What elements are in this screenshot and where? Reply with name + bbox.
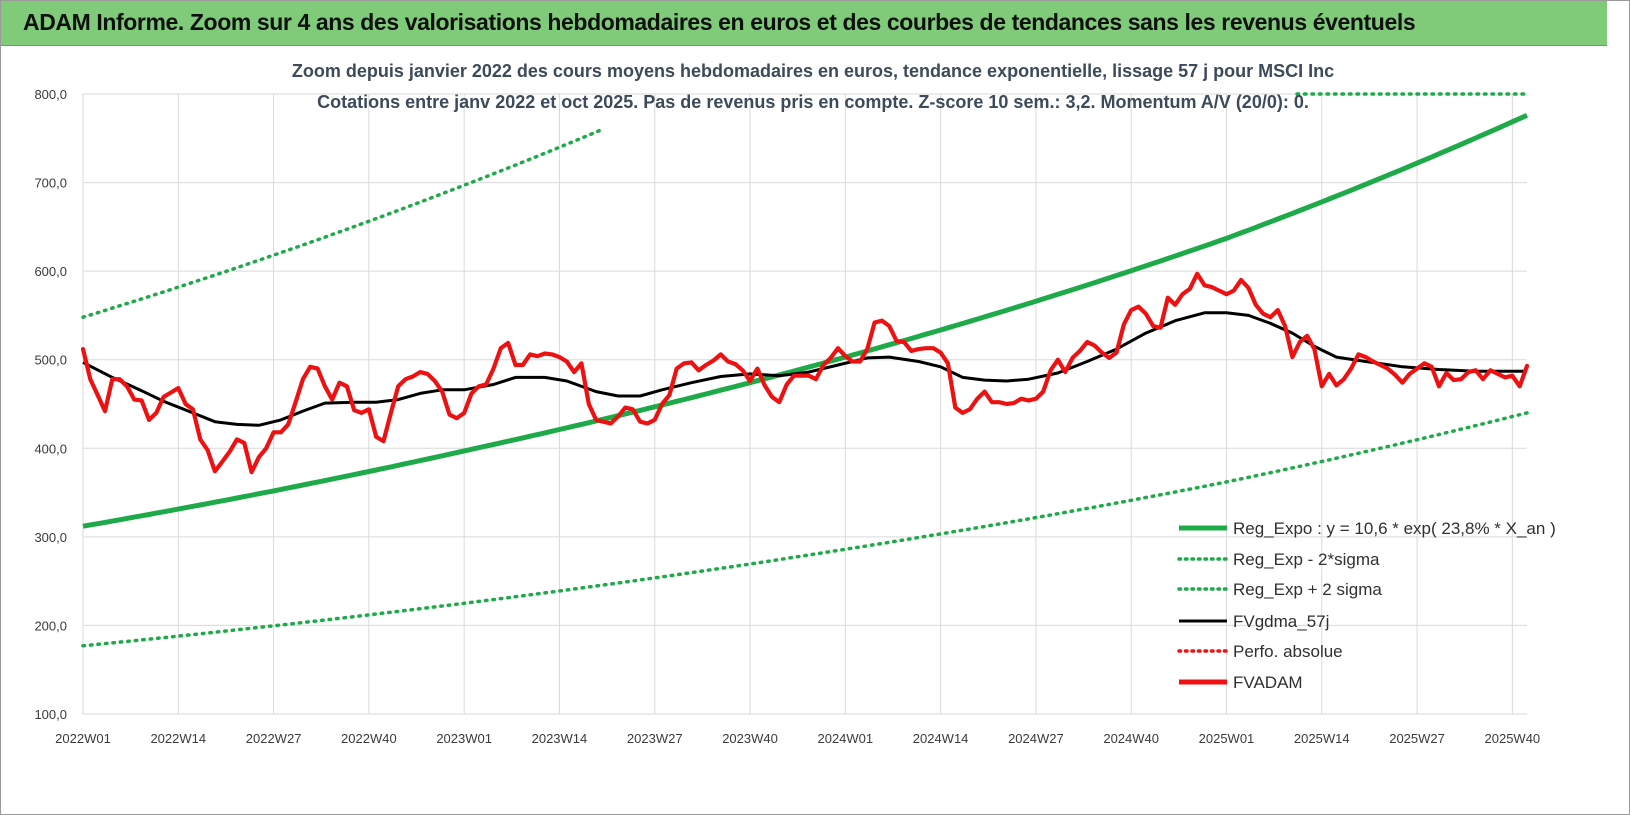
legend-entry: Reg_Exp + 2 sigma bbox=[1233, 580, 1382, 599]
trend-chart: 100,0 200,0 300,0 400,0 500,0 600,0 700,0 800,0… bbox=[1, 46, 1629, 814]
x-tick-label: 2023W01 bbox=[436, 731, 492, 746]
x-tick-label: 2022W40 bbox=[341, 731, 397, 746]
x-tick-label: 2024W14 bbox=[913, 731, 969, 746]
x-tick-label: 2025W14 bbox=[1294, 731, 1350, 746]
x-tick-label: 2024W40 bbox=[1103, 731, 1159, 746]
x-tick-label: 2022W27 bbox=[246, 731, 302, 746]
chart-subtitle: Cotations entre janv 2022 et oct 2025. P… bbox=[317, 92, 1309, 112]
legend-entry: Perfo. absolue bbox=[1233, 642, 1343, 661]
y-tick-label: 600,0 bbox=[34, 264, 67, 279]
legend-entry: FVgdma_57j bbox=[1233, 612, 1329, 631]
y-axis-ticks: 100,0 200,0 300,0 400,0 500,0 600,0 700,0 800,0 bbox=[34, 87, 67, 722]
series-line bbox=[80, 271, 1530, 475]
y-tick-label: 500,0 bbox=[34, 353, 67, 368]
legend-entry: Reg_Exp - 2*sigma bbox=[1233, 550, 1380, 569]
x-tick-label: 2025W01 bbox=[1199, 731, 1255, 746]
series-line bbox=[82, 311, 1527, 427]
x-axis-ticks: 2022W01 2022W14 2022W27 2022W40 2023W01 2023W… bbox=[55, 731, 1540, 746]
x-tick-label: 2023W14 bbox=[532, 731, 588, 746]
x-tick-label: 2022W14 bbox=[150, 731, 206, 746]
y-tick-label: 300,0 bbox=[34, 530, 67, 545]
report-banner: ADAM Informe. Zoom sur 4 ans des valoris… bbox=[1, 1, 1607, 46]
x-tick-label: 2025W27 bbox=[1389, 731, 1445, 746]
y-tick-label: 800,0 bbox=[34, 87, 67, 102]
chart-title: Zoom depuis janvier 2022 des cours moyen… bbox=[292, 61, 1334, 81]
gridlines bbox=[82, 93, 1527, 715]
y-tick-label: 200,0 bbox=[34, 618, 67, 633]
x-tick-label: 2023W40 bbox=[722, 731, 778, 746]
y-tick-label: 100,0 bbox=[34, 707, 67, 722]
series-line bbox=[81, 411, 1529, 648]
x-tick-label: 2022W01 bbox=[55, 731, 111, 746]
series-lines bbox=[80, 92, 1530, 648]
legend-entry: FVADAM bbox=[1233, 673, 1303, 692]
x-tick-label: 2025W40 bbox=[1485, 731, 1541, 746]
report-title: ADAM Informe. Zoom sur 4 ans des valoris… bbox=[23, 9, 1416, 35]
legend-entry: Reg_Expo : y = 10,6 * exp( 23,8% * X_an … bbox=[1233, 519, 1556, 538]
y-tick-label: 700,0 bbox=[34, 176, 67, 191]
x-tick-label: 2023W27 bbox=[627, 731, 683, 746]
chart-legend: Reg_Expo : y = 10,6 * exp( 23,8% * X_an … bbox=[1177, 519, 1556, 692]
x-tick-label: 2024W27 bbox=[1008, 731, 1064, 746]
series-line bbox=[81, 127, 606, 319]
series-line bbox=[82, 113, 1529, 529]
y-tick-label: 400,0 bbox=[34, 441, 67, 456]
x-tick-label: 2024W01 bbox=[817, 731, 873, 746]
